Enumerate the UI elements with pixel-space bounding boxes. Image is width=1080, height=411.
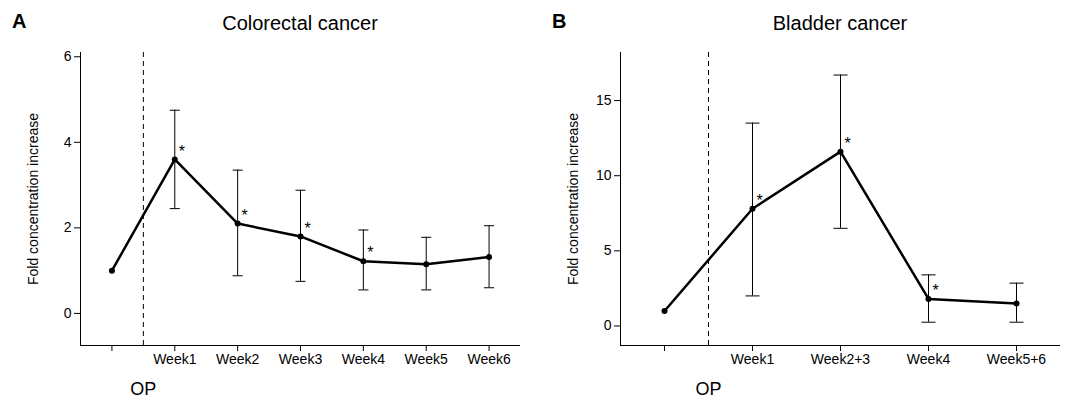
svg-text:*: * bbox=[242, 207, 248, 224]
svg-text:*: * bbox=[932, 282, 938, 299]
svg-text:Week1: Week1 bbox=[153, 351, 197, 367]
svg-text:OP: OP bbox=[695, 379, 721, 399]
svg-text:6: 6 bbox=[64, 48, 72, 64]
svg-text:Week1: Week1 bbox=[731, 351, 775, 367]
svg-text:Week2+3: Week2+3 bbox=[811, 351, 870, 367]
svg-text:*: * bbox=[844, 135, 850, 152]
svg-text:Week5+6: Week5+6 bbox=[987, 351, 1046, 367]
svg-text:Week4: Week4 bbox=[342, 351, 386, 367]
svg-text:Fold concentration increase: Fold concentration increase bbox=[25, 113, 41, 285]
html-text:B: B bbox=[552, 10, 567, 32]
svg-text:Week6: Week6 bbox=[467, 351, 511, 367]
svg-text:Week3: Week3 bbox=[279, 351, 323, 367]
svg-text:*: * bbox=[756, 192, 762, 209]
svg-text:*: * bbox=[367, 244, 373, 261]
svg-text:0: 0 bbox=[64, 305, 72, 321]
svg-text:10: 10 bbox=[596, 167, 612, 183]
svg-text:0: 0 bbox=[604, 317, 612, 333]
svg-text:2: 2 bbox=[64, 219, 72, 235]
svg-text:Week5: Week5 bbox=[405, 351, 449, 367]
svg-text:Week2: Week2 bbox=[216, 351, 260, 367]
html-text:A: A bbox=[12, 10, 27, 32]
svg-text:Fold concentration increase: Fold concentration increase bbox=[565, 113, 581, 285]
svg-text:*: * bbox=[179, 143, 185, 160]
svg-text:*: * bbox=[304, 220, 310, 237]
svg-text:OP: OP bbox=[130, 379, 156, 399]
svg-text:Week4: Week4 bbox=[907, 351, 951, 367]
html-text:Colorectal cancer: Colorectal cancer bbox=[222, 12, 378, 34]
svg-text:15: 15 bbox=[596, 92, 612, 108]
svg-text:4: 4 bbox=[64, 134, 72, 150]
svg-text:5: 5 bbox=[604, 242, 612, 258]
html-text:Bladder cancer: Bladder cancer bbox=[772, 12, 908, 34]
